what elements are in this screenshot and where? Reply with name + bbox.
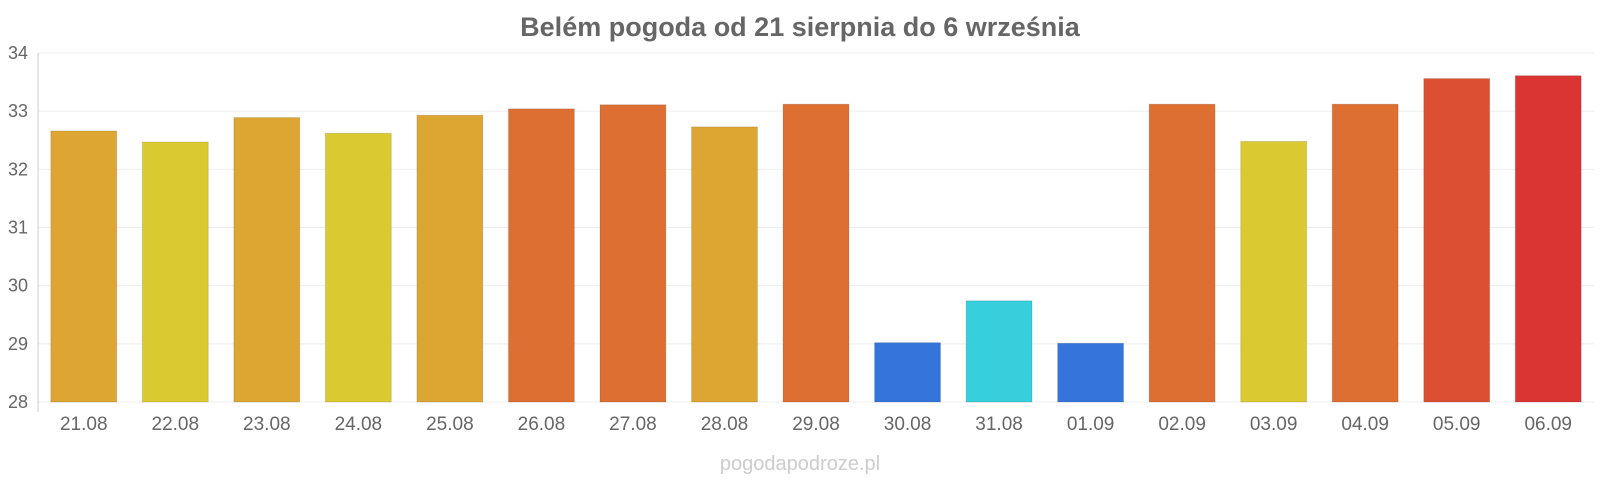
y-tick-label: 30 — [8, 276, 28, 296]
bar-02.09 — [1148, 103, 1216, 403]
x-axis-ticks: 21.08 22.08 23.08 24.08 25.08 26.08 27.08 28.08… — [60, 414, 1572, 435]
bar-29.08 — [782, 103, 850, 403]
x-tick-label: 27.08 — [609, 414, 657, 435]
bar-01.09 — [1057, 342, 1125, 403]
y-tick-label: 28 — [8, 392, 28, 412]
y-tick-label: 33 — [8, 101, 28, 121]
x-tick-label: 05.09 — [1433, 414, 1481, 435]
x-tick-label: 06.09 — [1524, 414, 1572, 435]
x-tick-label: 24.08 — [335, 414, 383, 435]
x-tick-label: 31.08 — [975, 414, 1023, 435]
x-tick-label: 22.08 — [152, 414, 200, 435]
watermark-text: pogodapodroze.pl — [720, 453, 880, 475]
bar-23.08 — [233, 117, 301, 403]
bar-05.09 — [1423, 78, 1491, 403]
x-tick-label: 02.09 — [1158, 414, 1206, 435]
x-tick-label: 03.09 — [1250, 414, 1298, 435]
bar-03.09 — [1240, 140, 1308, 403]
x-tick-label: 29.08 — [792, 414, 840, 435]
y-axis-ticks: 28 29 30 31 32 33 34 — [8, 43, 28, 412]
x-tick-label: 01.09 — [1067, 414, 1115, 435]
bar-28.08 — [691, 126, 758, 403]
x-tick-label: 04.09 — [1341, 414, 1389, 435]
bar-25.08 — [416, 114, 484, 403]
bar-04.09 — [1331, 103, 1399, 403]
bars — [50, 75, 1582, 403]
chart-title: Belém pogoda od 21 sierpnia do 6 wrześni… — [520, 12, 1081, 42]
bar-30.08 — [874, 342, 941, 403]
y-tick-label: 31 — [8, 218, 28, 238]
x-tick-label: 26.08 — [518, 414, 566, 435]
bar-21.08 — [50, 130, 118, 403]
bar-31.08 — [965, 300, 1033, 403]
x-tick-label: 25.08 — [426, 414, 474, 435]
bar-26.08 — [507, 108, 575, 403]
bar-22.08 — [141, 141, 209, 403]
y-tick-label: 29 — [8, 334, 28, 354]
x-tick-label: 28.08 — [701, 414, 749, 435]
x-tick-label: 21.08 — [60, 414, 108, 435]
y-tick-label: 34 — [8, 43, 28, 63]
x-tick-label: 23.08 — [243, 414, 291, 435]
bar-24.08 — [324, 132, 392, 403]
bar-06.09 — [1514, 75, 1582, 403]
x-tick-label: 30.08 — [884, 414, 932, 435]
bar-27.08 — [599, 104, 667, 403]
y-tick-label: 32 — [8, 159, 28, 179]
